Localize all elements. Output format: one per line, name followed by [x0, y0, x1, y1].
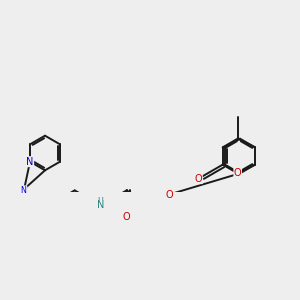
Text: N: N: [97, 200, 104, 210]
Text: O: O: [234, 168, 242, 178]
Text: O: O: [123, 212, 130, 222]
Text: N: N: [20, 186, 26, 195]
Text: H: H: [98, 197, 103, 206]
Text: N: N: [20, 186, 27, 196]
Text: O: O: [165, 190, 173, 200]
Text: O: O: [195, 174, 202, 184]
Text: N: N: [26, 157, 34, 167]
